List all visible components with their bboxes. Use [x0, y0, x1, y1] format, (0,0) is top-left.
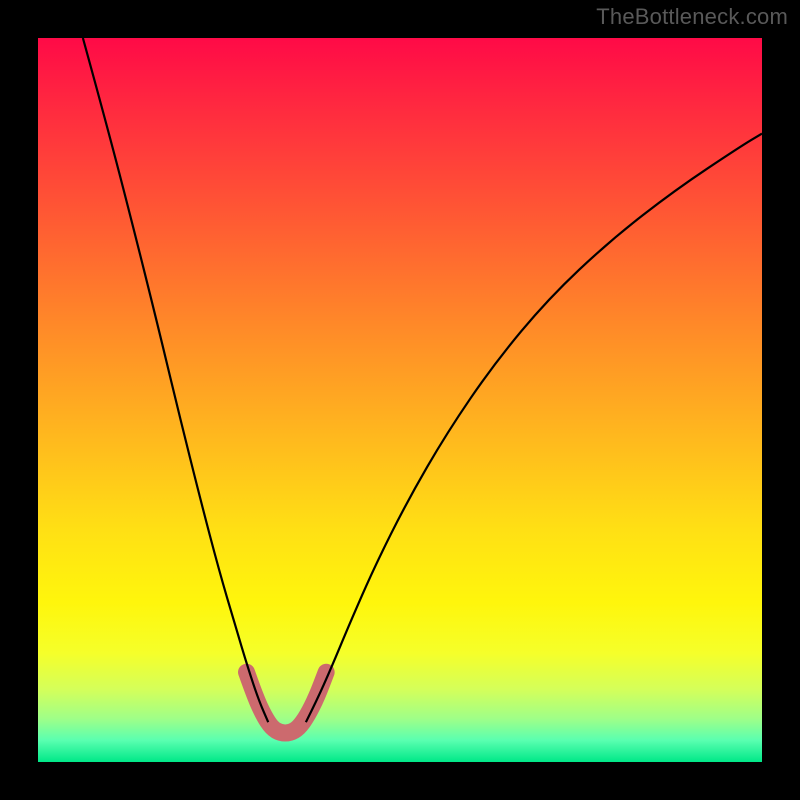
- plot-area: [38, 38, 762, 762]
- bottom-marker: [247, 672, 327, 733]
- right-branch: [306, 134, 762, 723]
- left-branch: [83, 38, 268, 722]
- curve-layer: [38, 38, 762, 762]
- watermark-text: TheBottleneck.com: [596, 4, 788, 30]
- chart-frame: TheBottleneck.com: [0, 0, 800, 800]
